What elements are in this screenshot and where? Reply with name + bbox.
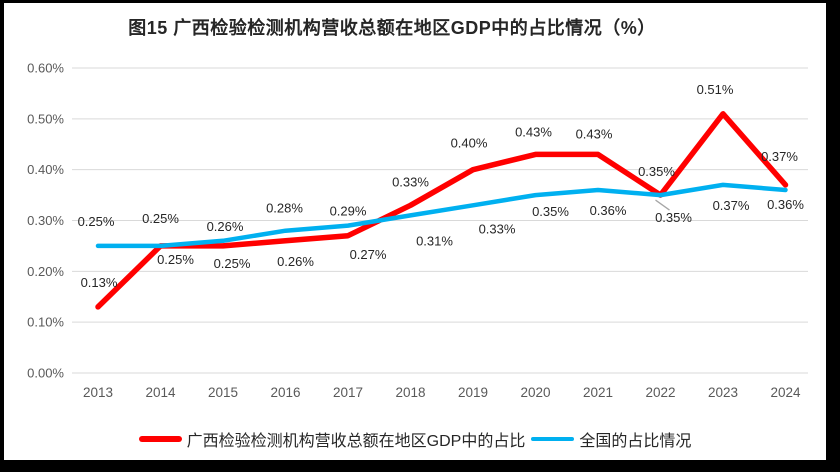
data-label-s1: 0.31% [416,233,453,248]
x-tick-label: 2014 [145,385,176,400]
data-label-s1: 0.35% [532,204,569,219]
y-tick-label: 0.00% [27,366,64,381]
data-label-s1: 0.33% [479,221,516,236]
line-chart: 0.00%0.10%0.20%0.30%0.40%0.50%0.60%2013 2… [27,61,808,400]
data-label-s1: 0.35% [638,164,675,179]
data-label-s0: 0.33% [392,174,429,189]
data-label-s1: 0.28% [266,201,303,216]
x-tick-label: 2018 [395,385,425,400]
x-tick-label: 2016 [270,385,300,400]
data-label-s0: 0.27% [350,247,387,262]
data-label-s0: 0.25% [214,256,251,271]
y-tick-label: 0.60% [27,61,64,76]
data-label-s1: 0.26% [207,219,244,234]
data-label-s1: 0.25% [142,211,179,226]
series-line-0 [95,111,789,310]
x-tick-label: 2022 [645,385,675,400]
data-labels: 0.13% 0.25% 0.25% 0.26% 0.27% 0.33% 0.40% 0.43%… [78,82,805,290]
y-tick-label: 0.10% [27,315,64,330]
data-label-s0: 0.37% [761,149,798,164]
data-label-s1: 0.37% [713,198,750,213]
data-label-s1: 0.25% [78,214,115,229]
legend-item-1: 全国的占比情况 [531,427,691,451]
data-label-s1: 0.36% [590,203,627,218]
x-tick-label: 2015 [208,385,238,400]
data-label-s0: 0.43% [515,124,552,139]
legend-swatch-0 [138,436,182,442]
y-tick-label: 0.40% [27,162,64,177]
data-label-s1: 0.29% [330,204,367,219]
data-label-s0: 0.51% [697,82,734,97]
data-label-s0: 0.35% [655,210,692,225]
data-label-s1: 0.36% [767,197,804,212]
chart-title: 图15 广西检验检测机构营收总额在地区GDP中的占比情况（%） [128,18,656,38]
gridlines [72,67,808,374]
series-line-1 [95,182,788,249]
x-tick-label: 2023 [708,385,738,400]
data-label-s0: 0.13% [81,275,118,290]
y-tick-label: 0.30% [27,213,64,228]
y-tick-label: 0.20% [27,264,64,279]
leader-line [655,199,670,211]
chart-legend: 广西检验检测机构营收总额在地区GDP中的占比 全国的占比情况 [4,427,826,451]
legend-swatch-1 [531,436,575,442]
x-axis-labels: 2013 2014 2015 2016 2017 2018 2019 2020 2021 2022… [83,385,801,400]
legend-item-0: 广西检验检测机构营收总额在地区GDP中的占比 [138,427,526,451]
x-tick-label: 2020 [520,385,550,400]
data-label-s0: 0.40% [451,136,488,151]
data-label-s0: 0.43% [576,126,613,141]
y-tick-label: 0.50% [27,111,64,126]
x-tick-label: 2017 [333,385,363,400]
legend-label-1: 全国的占比情况 [579,433,692,450]
x-tick-label: 2013 [83,385,113,400]
data-label-s0: 0.25% [157,252,194,267]
legend-label-0: 广西检验检测机构营收总额在地区GDP中的占比 [186,433,526,450]
x-tick-label: 2024 [770,385,801,400]
data-label-s0: 0.26% [277,254,314,269]
y-axis-labels: 0.00% 0.10% 0.20% 0.30% 0.40% 0.50% 0.60% [27,61,64,381]
x-tick-label: 2019 [458,385,488,400]
x-tick-label: 2021 [583,385,613,400]
